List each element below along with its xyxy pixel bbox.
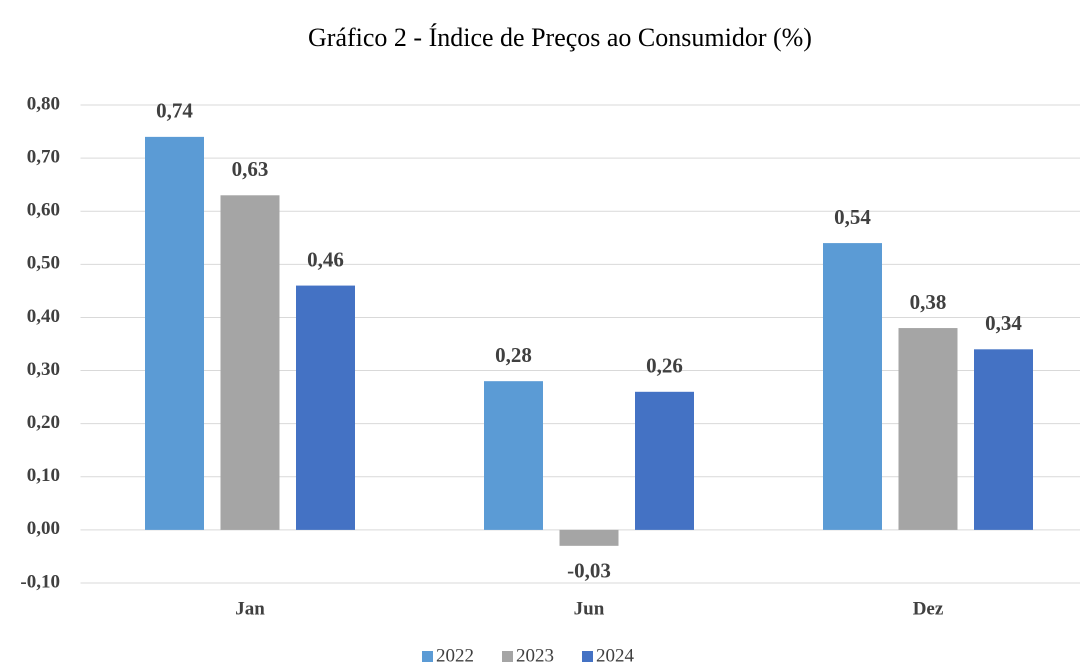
- bar: [559, 529, 619, 546]
- data-label: 0,54: [834, 205, 871, 229]
- bar: [974, 349, 1033, 530]
- data-label: 0,38: [910, 290, 947, 314]
- legend-label: 2022: [436, 645, 474, 666]
- data-label: 0,26: [646, 354, 683, 378]
- x-tick-label: Dez: [913, 598, 944, 619]
- bar: [484, 381, 543, 530]
- y-tick-label: 0,60: [27, 200, 60, 221]
- data-label: 0,46: [307, 247, 344, 271]
- y-tick-label: 0,70: [27, 146, 60, 167]
- y-tick-label: 0,00: [27, 518, 60, 539]
- data-label: 0,63: [232, 157, 269, 181]
- chart-title: Gráfico 2 - Índice de Preços ao Consumid…: [308, 23, 812, 52]
- bar: [898, 328, 958, 530]
- data-label: 0,28: [495, 343, 532, 367]
- y-tick-label: 0,10: [27, 465, 60, 486]
- y-tick-label: 0,40: [27, 306, 60, 327]
- legend-swatch: [582, 651, 593, 662]
- bar: [296, 285, 355, 530]
- bar: [145, 136, 204, 530]
- legend-swatch: [502, 651, 513, 662]
- legend-swatch: [422, 651, 433, 662]
- bar: [220, 195, 280, 530]
- data-label: 0,34: [985, 311, 1022, 335]
- y-tick-label: 0,30: [27, 359, 60, 380]
- y-tick-label: 0,20: [27, 412, 60, 433]
- y-tick-label: -0,10: [20, 571, 60, 592]
- bar: [635, 391, 694, 530]
- x-tick-label: Jan: [235, 598, 265, 619]
- bar: [823, 243, 882, 530]
- data-label: -0,03: [567, 559, 611, 583]
- x-tick-label: Jun: [574, 598, 605, 619]
- y-tick-label: 0,80: [27, 93, 60, 114]
- y-tick-label: 0,50: [27, 253, 60, 274]
- legend-label: 2023: [516, 645, 554, 666]
- legend-label: 2024: [596, 645, 635, 666]
- data-label: 0,74: [156, 99, 193, 123]
